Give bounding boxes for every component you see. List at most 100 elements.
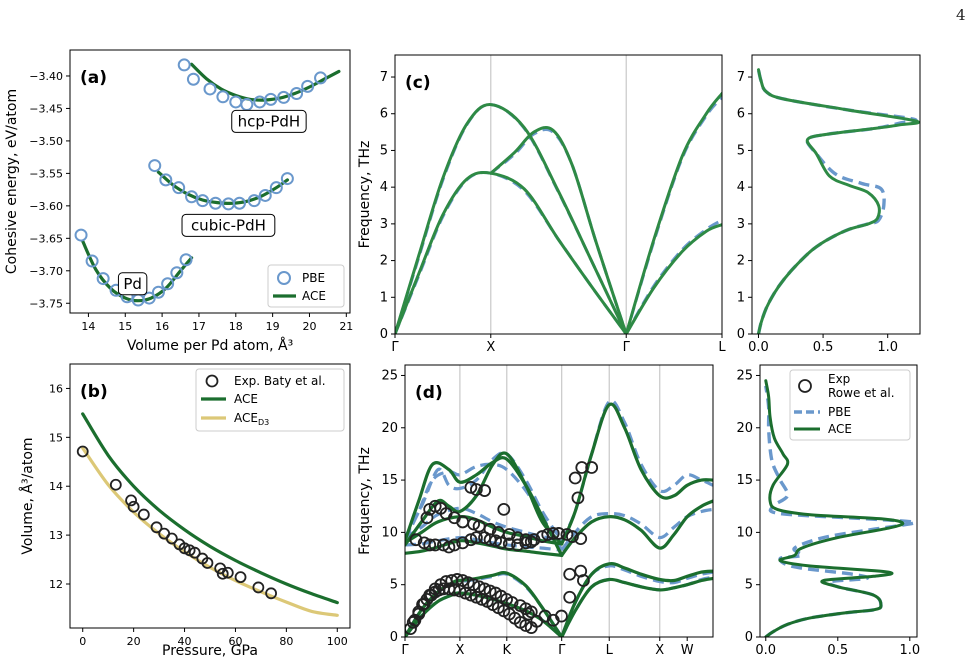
- y-axis-label: Frequency, THz: [357, 141, 373, 249]
- y-tick-label: 5: [380, 143, 388, 158]
- exp-point: [127, 500, 140, 513]
- y-tick-label: 15: [49, 431, 63, 444]
- ace-curve-Pd: [81, 240, 194, 303]
- y-tick-label: 7: [380, 70, 388, 85]
- exp-point: [201, 557, 214, 569]
- y-tick-label: 2: [380, 254, 388, 269]
- pbe-branch: [624, 96, 722, 334]
- x-tick-label: Γ: [401, 643, 409, 658]
- exp-point: [469, 483, 483, 496]
- y-tick-label: 6: [737, 107, 745, 122]
- y-tick-label: 12: [49, 578, 63, 591]
- pbe-branch: [395, 170, 628, 334]
- pbe-point: [264, 92, 278, 106]
- exp-point: [252, 581, 265, 594]
- exp-point: [472, 580, 486, 594]
- pbe-point: [151, 285, 165, 299]
- ace-branch: [560, 561, 713, 637]
- x-tick-label: X: [486, 340, 495, 355]
- exp-point: [442, 540, 456, 554]
- ace-dos-curve: [757, 68, 920, 334]
- y-tick-label: −3.40: [29, 70, 63, 83]
- exp-point: [571, 491, 585, 505]
- annotation-box: [181, 213, 276, 237]
- y-tick-label: −3.75: [29, 297, 63, 310]
- pbe-point: [290, 87, 304, 101]
- x-tick-label: 21: [339, 320, 353, 333]
- annotation-label: cubic-PdH: [191, 216, 266, 234]
- legend-marker-exp: [798, 379, 812, 393]
- y-tick-label: 1: [380, 290, 388, 305]
- x-tick-label: K: [503, 643, 512, 658]
- x-tick-label: 0.5: [813, 340, 834, 355]
- pbe-point: [229, 95, 243, 109]
- exp-point: [524, 535, 538, 549]
- legend-label: ACE: [234, 392, 258, 406]
- exp-point: [464, 533, 478, 547]
- ace-branch: [405, 539, 564, 557]
- ace-branch: [560, 499, 713, 557]
- ace-dos-curve: [764, 379, 905, 637]
- pbe-point: [148, 159, 162, 173]
- exp-point: [511, 531, 524, 545]
- panel-d-marks: [405, 398, 713, 637]
- exp-point: [502, 537, 516, 551]
- pbe-point: [161, 277, 175, 291]
- annotation-label: Pd: [123, 275, 142, 293]
- x-tick-label: 0.5: [827, 643, 848, 658]
- exp-point: [456, 536, 470, 550]
- panel-c-marks: [395, 92, 722, 334]
- pbe-point: [232, 196, 246, 210]
- y-tick-label: 6: [380, 107, 388, 122]
- exp-point: [448, 538, 461, 552]
- exp-point: [575, 461, 589, 474]
- y-tick-label: 4: [380, 180, 388, 195]
- x-axis-label: Pressure, GPa: [162, 643, 258, 659]
- pbe-point: [258, 188, 272, 202]
- pbe-branch: [489, 127, 628, 334]
- pbe-point: [179, 253, 193, 267]
- x-tick-label: 16: [155, 320, 169, 333]
- exp-point: [519, 619, 533, 632]
- legend-marker-exp: [205, 374, 219, 388]
- x-axis-label: Volume per Pd atom, Å³: [127, 337, 293, 354]
- y-tick-label: 0: [380, 327, 388, 342]
- x-tick-label: 0.0: [748, 340, 769, 355]
- pbe-branch: [624, 218, 722, 334]
- panel-a-frame: [69, 49, 351, 314]
- y-tick-label: −3.50: [29, 135, 63, 148]
- exp-point: [478, 484, 492, 497]
- exp-point: [563, 567, 577, 581]
- exp-point: [178, 542, 191, 555]
- pbe-point: [314, 71, 328, 85]
- x-tick-label: 40: [178, 635, 192, 648]
- ace-curve: [81, 412, 339, 605]
- exp-point: [456, 574, 470, 587]
- y-axis-label: Cohesive energy, eV/atom: [4, 89, 20, 274]
- x-tick-label: 17: [192, 320, 206, 333]
- y-tick-label: 5: [737, 143, 745, 158]
- panel-c-frame: [394, 54, 723, 335]
- exp-point: [552, 527, 566, 540]
- y-tick-label: 15: [381, 473, 398, 488]
- exp-point: [519, 533, 533, 547]
- exp-point: [464, 480, 478, 494]
- x-tick-label: Γ: [391, 340, 399, 355]
- panel-d-frame: [404, 364, 714, 638]
- legend-box: [195, 368, 345, 432]
- legend-label: PBE: [302, 271, 325, 285]
- x-tick-label: 0: [79, 635, 86, 648]
- ace-curve-cubic-PdH: [156, 170, 289, 205]
- exp-point: [137, 508, 150, 521]
- exp-point: [524, 605, 538, 619]
- panel-c-dos-frame: [751, 54, 921, 335]
- annotation-box: [117, 272, 148, 296]
- exp-point: [265, 587, 277, 600]
- exp-point: [125, 494, 137, 507]
- x-tick-label: 60: [228, 635, 242, 648]
- y-tick-label: 25: [381, 368, 398, 383]
- ace-branch: [395, 170, 628, 334]
- x-tick-label: W: [681, 643, 694, 658]
- exp-point: [234, 571, 247, 584]
